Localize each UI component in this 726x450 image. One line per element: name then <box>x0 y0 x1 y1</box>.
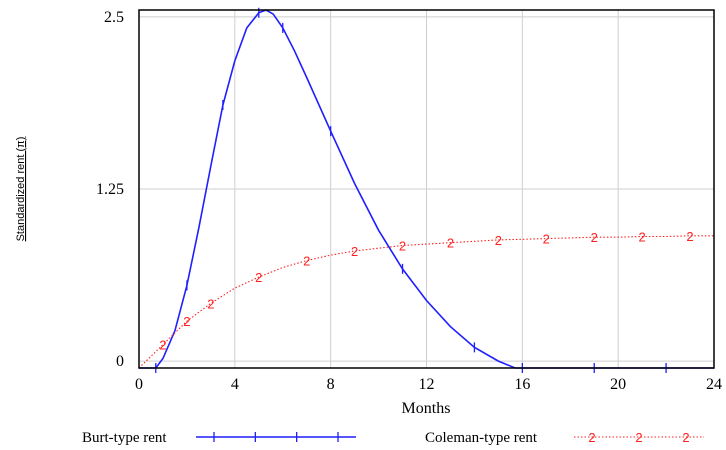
series-marker: 2 <box>255 270 262 285</box>
series-marker: 2 <box>303 254 310 269</box>
series-line <box>138 235 714 369</box>
series-marker: 2 <box>159 338 166 353</box>
x-tick-label: 12 <box>419 376 435 393</box>
legend-item-coleman: Coleman-type rent 2 2 2 <box>425 430 704 446</box>
x-tick-label: 4 <box>231 376 239 393</box>
plot-frame <box>138 9 715 369</box>
series-marker: 2 <box>686 229 693 244</box>
grid <box>139 10 714 368</box>
series-marker: 2 <box>351 244 358 259</box>
legend-marker: 2 <box>588 430 595 445</box>
series-marker: 2 <box>399 238 406 253</box>
legend-item-burt: Burt-type rent <box>82 430 356 446</box>
legend-marker: 2 <box>635 430 642 445</box>
series-marker: 2 <box>447 236 454 251</box>
x-tick-label: 0 <box>135 376 143 393</box>
y-axis-ticks: 0 1.25 2.5 <box>96 9 124 370</box>
legend: Burt-type rent Coleman-type rent 2 2 2 <box>82 430 704 446</box>
x-axis-ticks: 0 4 8 12 16 20 24 <box>135 376 722 393</box>
legend-label-coleman: Coleman-type rent <box>425 430 538 446</box>
x-tick-label: 8 <box>327 376 335 393</box>
x-tick-label: 20 <box>610 376 626 393</box>
series-coleman: 2 2 2 2 2 2 2 2 2 2 2 2 2 <box>138 229 714 369</box>
y-tick-label: 2.5 <box>104 9 124 26</box>
series-marker: 2 <box>495 233 502 248</box>
x-axis-label: Months <box>402 400 451 417</box>
series-marker: 2 <box>207 296 214 311</box>
series-marker: 2 <box>639 230 646 245</box>
legend-line-coleman: 2 2 2 <box>574 430 704 445</box>
x-tick-label: 24 <box>706 376 722 393</box>
x-tick-label: 16 <box>514 376 530 393</box>
y-tick-label: 1.25 <box>96 181 124 198</box>
series-marker: 2 <box>543 232 550 247</box>
legend-line-burt <box>196 432 356 442</box>
series-marker: 2 <box>591 230 598 245</box>
legend-label-burt: Burt-type rent <box>82 430 167 446</box>
legend-marker: 2 <box>682 430 689 445</box>
series-marker: 2 <box>183 314 190 329</box>
y-tick-label: 0 <box>116 353 124 370</box>
y-axis-label: Standardized rent (π) <box>15 137 27 242</box>
